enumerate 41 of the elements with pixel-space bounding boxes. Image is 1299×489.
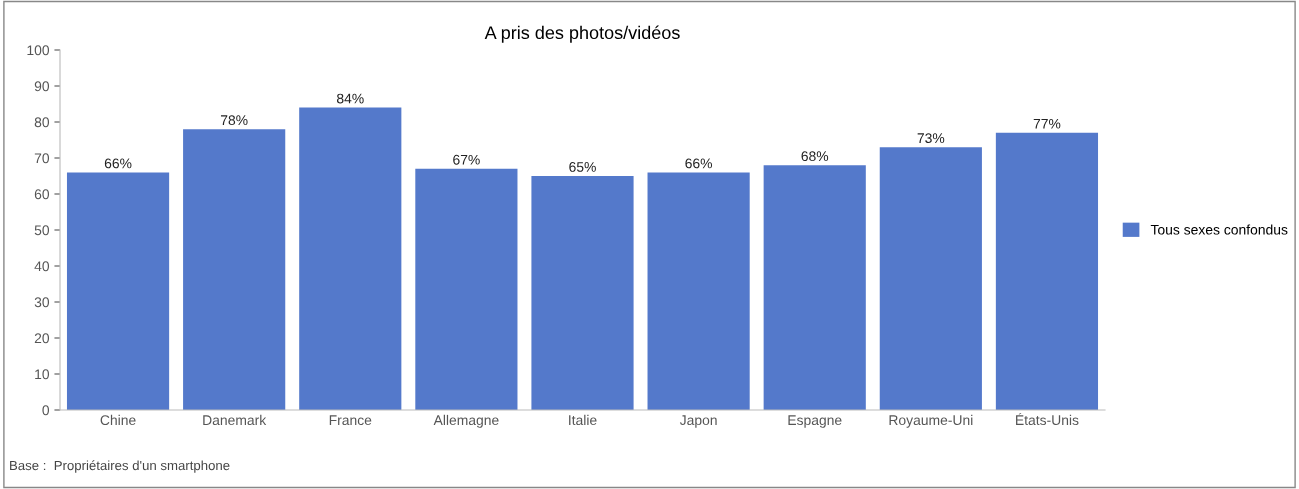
x-tick-label: Allemagne (433, 414, 499, 428)
y-tick-label: 100 (27, 45, 50, 56)
x-tick-label: Chine (100, 414, 136, 426)
bar (531, 176, 634, 410)
y-tick-label: 20 (34, 333, 50, 344)
legend-label: Tous sexes confondus (1150, 224, 1288, 235)
bar (879, 147, 982, 410)
x-tick-label: Danemark (203, 414, 267, 426)
bar (415, 168, 518, 410)
bar (299, 107, 402, 410)
data-label: 66% (685, 158, 713, 169)
x-tick-label: Japon (679, 415, 717, 428)
data-label: 78% (220, 115, 248, 126)
bar (183, 129, 286, 410)
y-tick-label: 40 (34, 261, 50, 272)
y-tick-label: 10 (35, 369, 50, 380)
data-label: 73% (917, 133, 945, 144)
bar (647, 172, 750, 410)
x-tick-label: Royaume-Uni (889, 414, 973, 428)
y-tick-label: 90 (34, 81, 50, 92)
y-tick-label: 30 (34, 297, 50, 308)
y-tick-label: 70 (34, 153, 50, 164)
data-label: 67% (453, 154, 480, 165)
bar (66, 172, 170, 410)
data-label: 65% (569, 162, 596, 172)
data-label: 77% (1033, 118, 1061, 129)
x-tick-label: États-Unis (1016, 412, 1079, 426)
y-tick-label: 80 (34, 117, 50, 128)
text: Base : Propriétaires d'un smartphone (10, 460, 230, 473)
x-tick-label: Italie (569, 414, 597, 426)
data-label: 68% (801, 151, 829, 162)
y-tick-label: 0 (42, 405, 50, 416)
bar (995, 132, 1099, 410)
y-tick-label: 60 (34, 189, 50, 200)
x-tick-label: Espagne (788, 415, 842, 428)
chart-title: A pris des photos/vidéos (484, 25, 680, 43)
x-tick-label: France (329, 415, 372, 426)
y-tick-label: 50 (34, 225, 50, 236)
data-label: 66% (104, 158, 132, 169)
data-label: 84% (336, 93, 364, 104)
bar (763, 165, 866, 410)
